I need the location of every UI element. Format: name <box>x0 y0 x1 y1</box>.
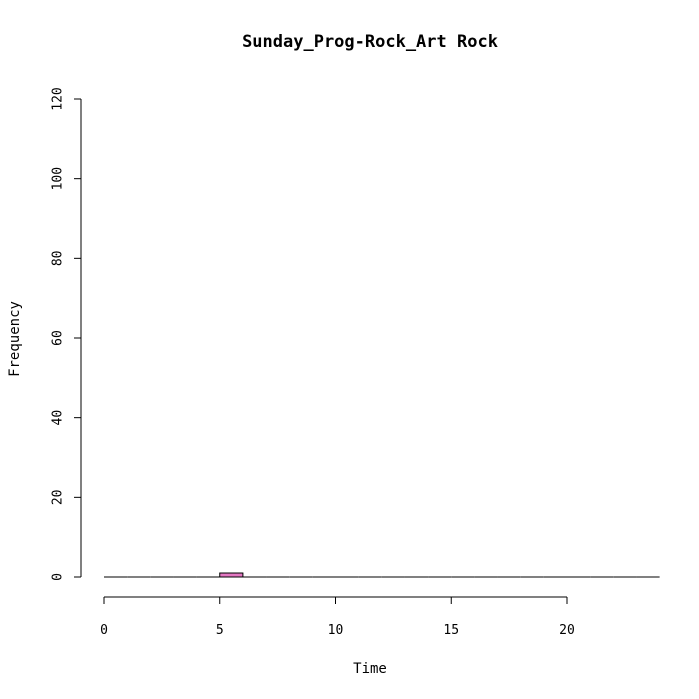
x-tick-label: 15 <box>443 623 459 638</box>
y-tick-label: 100 <box>51 167 66 190</box>
chart-title: Sunday_Prog-Rock_Art Rock <box>242 32 498 52</box>
y-axis-label: Frequency <box>7 301 23 377</box>
y-tick-label: 20 <box>51 490 66 506</box>
x-tick-label: 0 <box>100 623 108 638</box>
x-tick-label: 5 <box>216 623 224 638</box>
histogram-bar <box>219 572 244 578</box>
y-tick-label: 60 <box>51 330 66 346</box>
x-axis: 0 5 10 15 20 <box>100 596 575 638</box>
y-tick-label: 0 <box>51 573 66 581</box>
x-axis-label: Time <box>353 661 387 677</box>
histogram-bars <box>104 572 660 578</box>
y-tick-label: 40 <box>51 410 66 426</box>
x-tick-label: 20 <box>559 623 575 638</box>
y-axis: 0 20 40 60 80 100 120 <box>51 87 82 581</box>
y-tick-label: 80 <box>51 251 66 267</box>
y-tick-label: 120 <box>51 87 66 110</box>
x-tick-label: 10 <box>328 623 344 638</box>
